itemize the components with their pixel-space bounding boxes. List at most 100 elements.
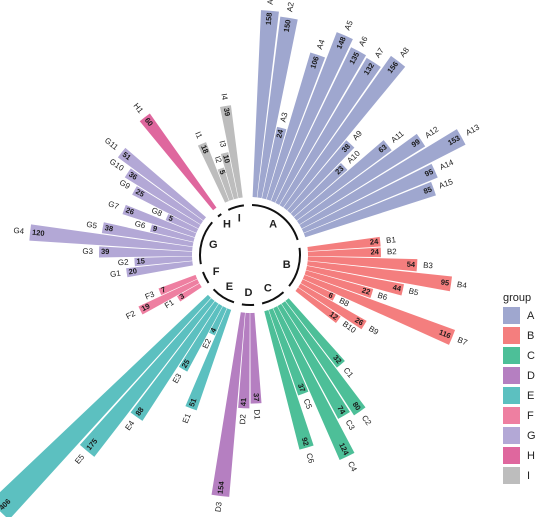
group-arc [251, 204, 299, 241]
bar [268, 308, 309, 396]
bar [257, 16, 298, 199]
value-label: 154 [216, 480, 227, 494]
bar [281, 301, 366, 416]
legend-swatch [503, 307, 520, 324]
bar-label: D1 [252, 409, 261, 420]
bar [101, 222, 194, 247]
bar [220, 105, 243, 199]
bar-label: G3 [82, 247, 93, 256]
bar-label: B3 [423, 261, 434, 271]
bar-label: A9 [351, 128, 365, 142]
bar [273, 306, 355, 461]
value-label: 158 [264, 12, 274, 25]
legend-label: G [527, 430, 536, 442]
bar-label: A1 [266, 0, 276, 5]
bar [301, 163, 438, 233]
bar [295, 287, 341, 323]
bar-label: B2 [387, 247, 398, 256]
bar-label: A2 [285, 1, 296, 13]
bar [302, 274, 456, 345]
value-label: 150 [282, 19, 293, 33]
bar [134, 256, 193, 267]
bar [139, 113, 217, 211]
bar [306, 265, 405, 296]
value-label: 41 [239, 398, 248, 407]
bar [293, 140, 392, 221]
value-label: 26 [125, 205, 136, 216]
bar-label: E3 [171, 371, 184, 384]
bar [79, 298, 215, 457]
bar [279, 57, 381, 208]
value-label: 37 [296, 382, 307, 393]
bar-label: C6 [304, 452, 316, 465]
group-arc [261, 291, 285, 305]
bar [307, 236, 381, 252]
bar [300, 279, 336, 301]
bar-label: C1 [342, 366, 356, 380]
value-label: 92 [300, 436, 311, 447]
value-label: 9 [152, 224, 158, 234]
bar [298, 283, 367, 330]
bar [130, 301, 219, 421]
bar-label: B6 [376, 291, 389, 303]
value-label: 5 [218, 169, 228, 176]
bar-label: C3 [344, 418, 357, 432]
group-arc [202, 271, 210, 284]
value-label: 120 [32, 228, 45, 238]
bar [307, 256, 418, 272]
bar [307, 261, 452, 292]
bar-label: G6 [134, 219, 147, 231]
value-label: 20 [128, 266, 138, 276]
bar-label: G5 [86, 220, 99, 231]
value-label: 5 [167, 213, 175, 223]
bar [238, 312, 250, 409]
bar-label: I2 [213, 155, 224, 165]
legend-swatch [503, 347, 520, 364]
bar [217, 167, 234, 201]
value-label: 51 [187, 397, 198, 408]
value-label: 80 [351, 400, 363, 412]
value-label: 3 [178, 291, 186, 301]
group-label: A [269, 219, 277, 231]
bar [124, 168, 204, 225]
bar [99, 246, 193, 258]
bar [307, 247, 381, 258]
value-label: 85 [422, 185, 433, 196]
group-label: G [209, 239, 218, 251]
bar-label: G4 [13, 226, 25, 236]
bar-label: C5 [302, 398, 314, 411]
bar [178, 303, 223, 372]
bar [122, 204, 197, 238]
bar-label: A15 [438, 177, 455, 190]
group-label: C [264, 282, 272, 294]
bar-label: H1 [132, 101, 146, 115]
value-label: 95 [440, 277, 450, 287]
bar-label: D2 [238, 413, 247, 424]
bar [211, 312, 246, 497]
bar-label: G1 [109, 269, 121, 280]
bar [158, 274, 198, 296]
bar-label: B7 [456, 335, 469, 347]
bar [177, 283, 202, 302]
legend-label: C [527, 350, 535, 362]
bar-label: A8 [398, 45, 411, 59]
group-label: E [226, 281, 233, 293]
bar [29, 224, 193, 252]
legend-label: B [527, 330, 534, 342]
value-label: 54 [407, 260, 417, 270]
bar [185, 308, 232, 411]
value-label: 37 [252, 393, 261, 402]
group-label: D [244, 287, 252, 299]
value-label: 36 [127, 170, 139, 182]
bar-label: C2 [360, 414, 374, 428]
group-label: I [238, 212, 241, 224]
value-label: 19 [140, 301, 152, 313]
bar [271, 32, 353, 203]
bar-label: A11 [389, 129, 406, 145]
bar [209, 306, 227, 336]
group-arc [288, 247, 301, 287]
value-label: 4 [208, 326, 218, 334]
bar [304, 270, 374, 298]
bar [261, 126, 287, 200]
bar [275, 47, 367, 205]
